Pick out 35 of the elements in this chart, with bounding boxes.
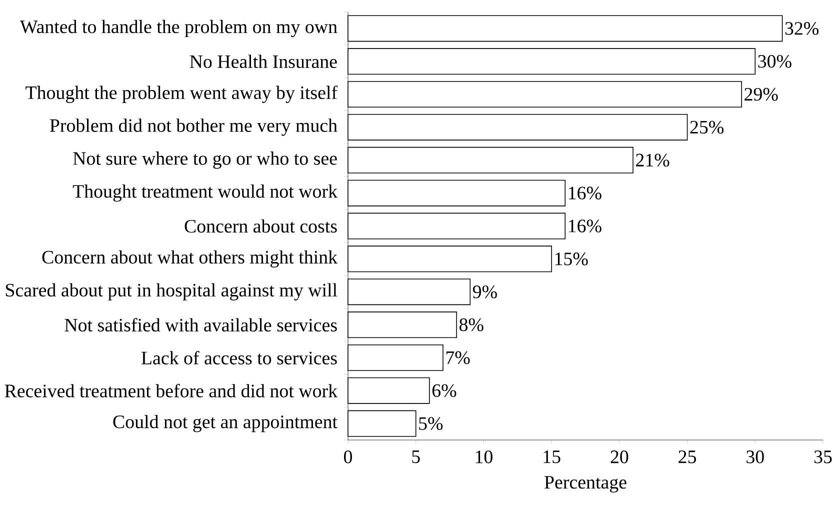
y-tick-label: Thought treatment would not work [72,184,338,202]
y-tick-label: Lack of access to services [141,350,337,364]
x-tick-label: 0 [344,450,352,464]
y-tick-label: Thought the problem went away by itself [26,86,338,104]
x-tick-label: 25 [678,450,696,464]
y-tick-label: No Health Insurane [190,54,337,68]
data-label: 29% [744,88,778,101]
data-label: 30% [758,54,792,68]
x-tick-label: 15 [544,450,560,464]
y-tick-label: Scared about put in hospital against my will [6,283,338,300]
y-tick-label: Not sure where to go or who to see [73,152,337,169]
data-label: 7% [446,351,470,364]
x-tick-label: 10 [476,450,492,464]
data-label: 5% [419,417,443,430]
y-tick-label: Concern about what others might think [42,250,338,268]
y-tick-label: Not satisfied with available services [64,318,337,332]
data-label: 8% [459,318,484,332]
data-label: 21% [636,154,670,167]
x-tick-label: 30 [746,450,764,464]
x-tick-label: 20 [610,450,628,464]
y-tick-label: Concern about costs [184,219,337,233]
y-tick-label: Could not get an appointment [113,414,338,432]
data-label: 6% [432,384,456,398]
x-tick-label: 5 [412,450,420,464]
data-label: 15% [555,252,588,266]
data-label: 32% [785,22,819,35]
x-tick-label: 35 [814,450,832,464]
y-tick-label: Received treatment before and did not work [4,384,338,398]
x-axis-title: Percentage [544,476,626,493]
y-tick-label: Problem did not bother me very much [50,118,338,136]
data-label: 16% [568,220,602,232]
data-label: 25% [690,120,724,134]
data-label: 16% [568,186,602,200]
data-label: 9% [472,285,497,298]
y-tick-label: Wanted to handle the problem on my own [20,20,338,38]
